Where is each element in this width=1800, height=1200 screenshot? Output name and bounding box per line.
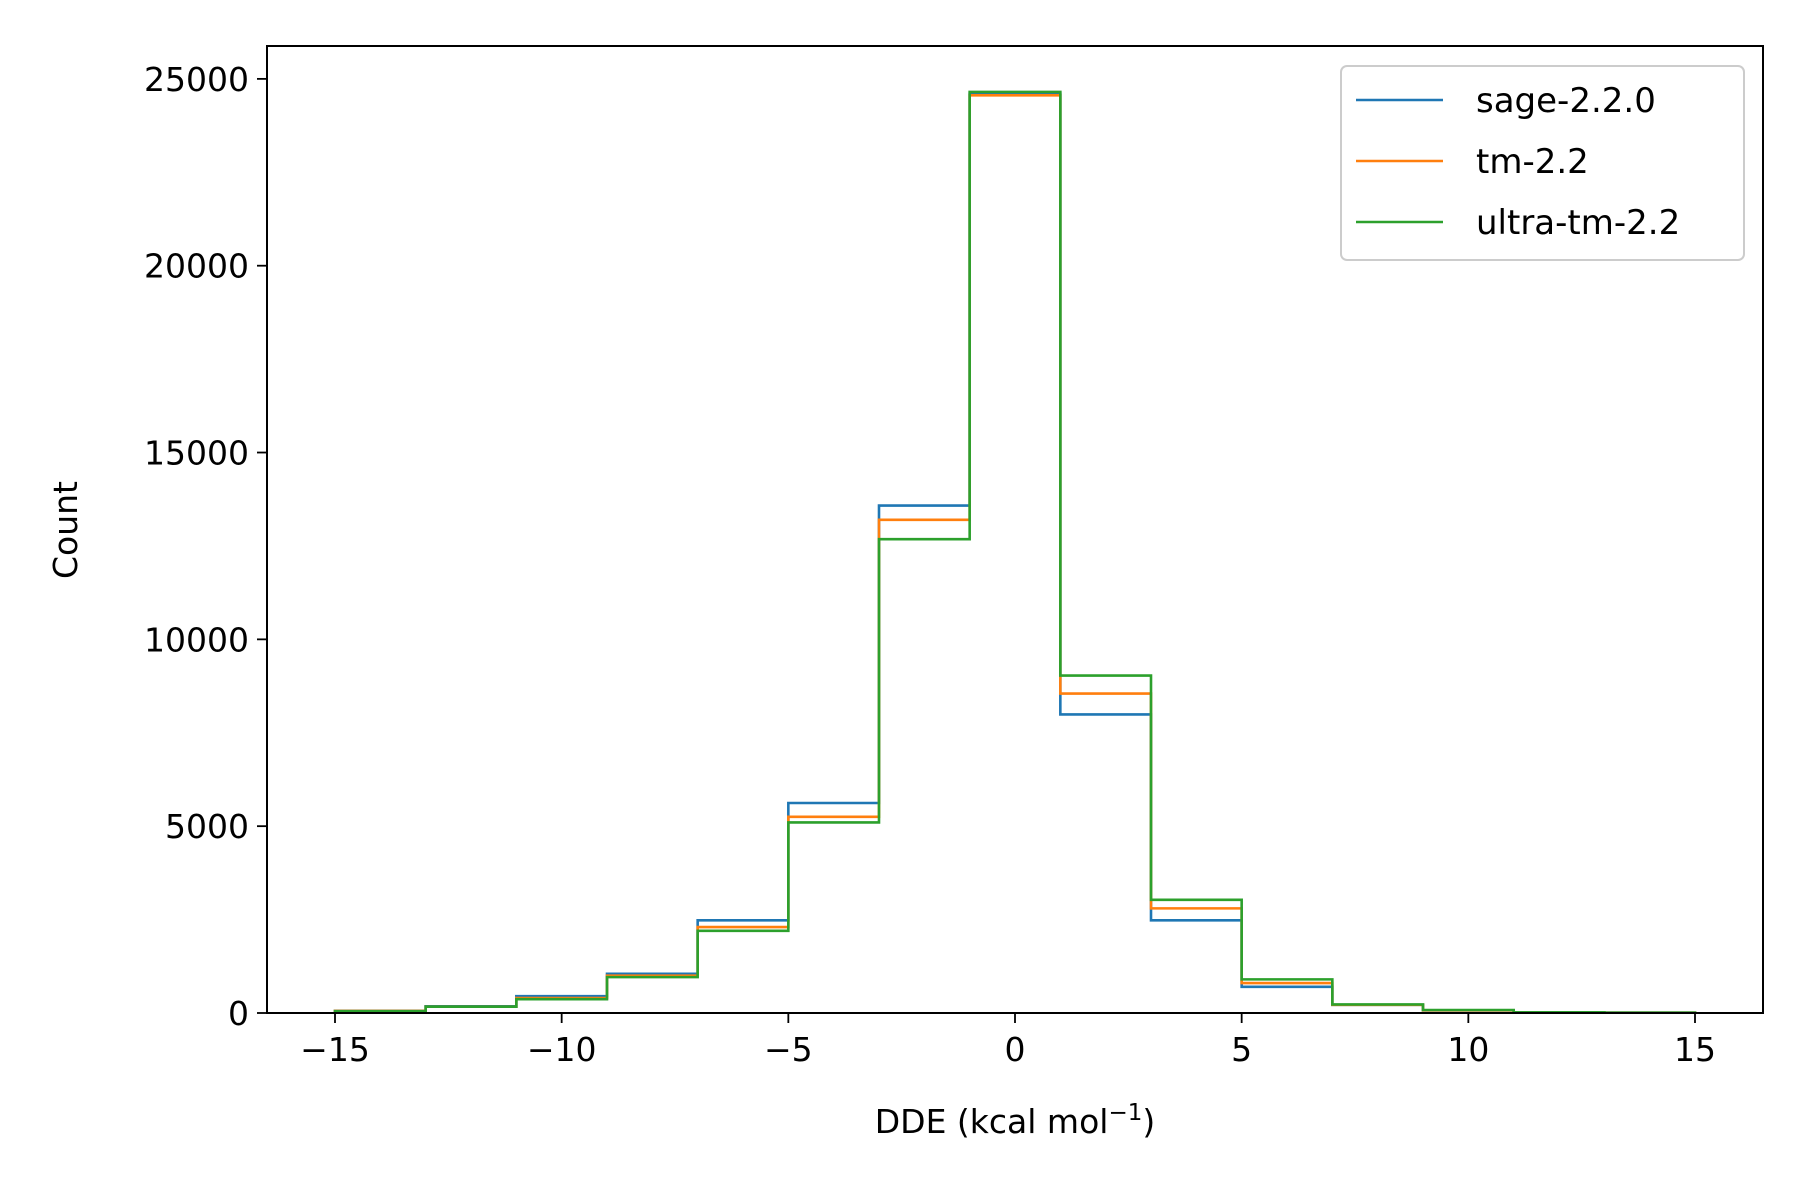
legend-label-2: ultra-tm-2.2 — [1476, 203, 1680, 243]
x-tick-label: −5 — [764, 1030, 813, 1069]
series-layer — [333, 90, 1697, 1014]
x-axis-label-main: DDE (kcal mol — [875, 1102, 1109, 1141]
y-tick-label: 5000 — [165, 807, 249, 846]
legend-box — [1340, 65, 1745, 261]
x-tick-label: 5 — [1231, 1030, 1252, 1069]
x-axis: −15 −10 −5 0 5 10 15 — [300, 1013, 1716, 1069]
y-tick-label: 15000 — [144, 434, 249, 473]
x-tick-label: −10 — [527, 1030, 597, 1069]
x-axis-label: DDE (kcal mol−1) — [875, 1100, 1155, 1141]
y-tick-label: 20000 — [144, 247, 249, 286]
legend-label-0: sage-2.2.0 — [1476, 81, 1656, 121]
x-axis-label-close: ) — [1142, 1102, 1155, 1141]
y-axis-label: Count — [46, 481, 85, 579]
legend: sage-2.2.0 tm-2.2 ultra-tm-2.2 — [1340, 65, 1745, 261]
x-tick-label: 15 — [1674, 1030, 1716, 1069]
x-tick-label: 10 — [1447, 1030, 1489, 1069]
y-tick-label: 25000 — [144, 60, 249, 99]
x-tick-label: 0 — [1005, 1030, 1026, 1069]
legend-label-1: tm-2.2 — [1476, 142, 1589, 182]
y-tick-label: 0 — [228, 994, 249, 1033]
x-tick-label: −15 — [300, 1030, 370, 1069]
x-axis-label-superscript: −1 — [1108, 1100, 1142, 1126]
y-tick-label: 10000 — [144, 620, 249, 659]
y-axis: 0 5000 10000 15000 20000 25000 — [144, 60, 267, 1033]
series-line-2 — [333, 90, 1697, 1014]
